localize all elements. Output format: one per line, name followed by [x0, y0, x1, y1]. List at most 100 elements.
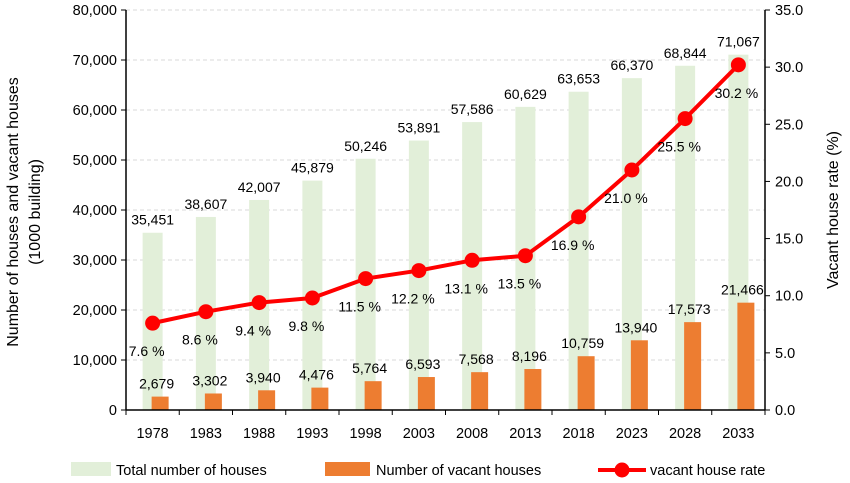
- vacant-value-label: 13,940: [614, 319, 657, 335]
- vacant-bar: [258, 390, 276, 410]
- total-value-label: 53,891: [397, 120, 440, 136]
- rate-value-label: 21.0 %: [604, 190, 648, 206]
- left-tick-label: 10,000: [73, 353, 117, 369]
- x-tick-label: 1998: [349, 426, 381, 442]
- legend-label-rate: vacant house rate: [650, 463, 765, 479]
- rate-value-label: 13.5 %: [498, 276, 542, 292]
- vacant-bar: [151, 396, 169, 410]
- left-tick-label: 80,000: [73, 3, 117, 19]
- vacant-bar: [311, 387, 329, 410]
- x-tick-label: 2033: [722, 426, 754, 442]
- rate-value-label: 8.6 %: [182, 332, 218, 348]
- vacant-bar: [737, 302, 755, 410]
- vacant-bar: [471, 372, 489, 410]
- right-tick-label: 15.0: [775, 232, 803, 248]
- x-tick-label: 2018: [562, 426, 594, 442]
- total-value-label: 60,629: [504, 86, 547, 102]
- legend-swatch-total: [71, 462, 111, 476]
- right-tick-label: 0.0: [775, 403, 795, 419]
- left-axis-title: Number of houses and vacant houses: [5, 77, 22, 347]
- rate-value-label: 9.8 %: [288, 318, 324, 334]
- gridlines: [126, 9, 765, 361]
- vacant-value-label: 5,764: [352, 360, 387, 376]
- rate-marker: [730, 57, 746, 73]
- rate-value-label: 7.6 %: [129, 343, 165, 359]
- x-tick-label: 2028: [669, 426, 701, 442]
- legend-label-total: Total number of houses: [116, 463, 267, 479]
- vacant-value-label: 4,476: [299, 367, 334, 383]
- left-tick-label: 60,000: [73, 103, 117, 119]
- rate-marker: [677, 111, 693, 127]
- right-tick-label: 30.0: [775, 60, 803, 76]
- rate-value-label: 11.5 %: [338, 299, 381, 315]
- vacant-bar: [364, 381, 382, 410]
- legend-label-vacant: Number of vacant houses: [376, 463, 541, 479]
- x-tick-label: 2023: [616, 426, 648, 442]
- right-tick-label: 5.0: [775, 346, 795, 362]
- total-value-label: 35,451: [131, 212, 174, 228]
- rate-marker: [251, 295, 267, 311]
- right-tick-label: 25.0: [775, 117, 803, 133]
- data-labels: 35,451 38,607 42,007 45,879 50,246 53,891 57,5…: [129, 34, 764, 392]
- vacant-value-label: 17,573: [668, 301, 711, 317]
- vacant-value-label: 6,593: [405, 356, 440, 372]
- rate-value-label: 9.4 %: [235, 323, 271, 339]
- left-tick-label: 40,000: [73, 203, 117, 219]
- total-value-label: 66,370: [610, 57, 653, 73]
- vacant-rate-line: [145, 57, 746, 331]
- total-value-label: 63,653: [557, 71, 600, 87]
- left-tick-label: 70,000: [73, 53, 117, 69]
- rate-marker: [571, 209, 587, 225]
- vacant-value-label: 8,196: [512, 348, 547, 364]
- left-tick-label: 30,000: [73, 253, 117, 269]
- vacant-bar: [684, 322, 702, 410]
- right-tick-label: 20.0: [775, 174, 803, 190]
- rate-value-label: 12.2 %: [391, 291, 435, 307]
- rate-marker: [517, 248, 533, 264]
- total-value-label: 45,879: [291, 160, 334, 176]
- vacant-bar: [577, 356, 595, 410]
- vacant-value-label: 2,679: [139, 376, 174, 392]
- axis-titles: Number of houses and vacant houses (1000 …: [5, 77, 842, 347]
- rate-line-path: [152, 63, 740, 326]
- rate-marker: [358, 271, 374, 287]
- rate-marker: [464, 252, 480, 268]
- total-value-label: 71,067: [717, 34, 760, 50]
- vacant-value-label: 21,466: [721, 282, 764, 298]
- vacant-bar: [630, 340, 648, 410]
- right-tick-label: 35.0: [775, 3, 803, 19]
- rate-marker: [304, 290, 320, 306]
- rate-value-label: 30.2 %: [715, 85, 759, 101]
- vacant-value-label: 7,568: [459, 351, 494, 367]
- axes: 0 10,000 20,000 30,000 40,000 50,000 60,000 70,…: [73, 3, 804, 442]
- rate-value-label: 16.9 %: [551, 237, 595, 253]
- x-tick-label: 2003: [403, 426, 435, 442]
- total-bar: [568, 91, 589, 411]
- total-bar: [621, 78, 642, 411]
- x-tick-label: 1983: [190, 426, 222, 442]
- vacant-houses-bars: [151, 302, 755, 410]
- rate-marker: [198, 304, 214, 320]
- x-tick-label: 2013: [509, 426, 541, 442]
- x-tick-label: 2008: [456, 426, 488, 442]
- legend-marker-rate: [614, 462, 630, 478]
- total-houses-bars: [142, 54, 749, 411]
- left-tick-label: 50,000: [73, 153, 117, 169]
- legend: Total number of houses Number of vacant h…: [71, 462, 765, 479]
- vacant-value-label: 3,940: [246, 369, 281, 385]
- left-axis-title-unit: (1000 building): [27, 159, 44, 265]
- rate-marker: [411, 263, 427, 279]
- vacant-value-label: 10,759: [561, 335, 604, 351]
- legend-swatch-vacant: [325, 462, 370, 476]
- vacant-bar: [524, 369, 542, 410]
- right-tick-label: 10.0: [775, 289, 803, 305]
- total-value-label: 38,607: [184, 196, 227, 212]
- total-value-label: 50,246: [344, 138, 387, 154]
- rate-marker: [624, 162, 640, 178]
- rate-value-label: 25.5 %: [657, 139, 701, 155]
- total-value-label: 68,844: [664, 45, 707, 61]
- right-axis-title: Vacant house rate (%): [825, 131, 842, 289]
- rate-marker: [145, 315, 161, 331]
- vacant-bar: [417, 377, 435, 410]
- vacant-value-label: 3,302: [192, 372, 227, 388]
